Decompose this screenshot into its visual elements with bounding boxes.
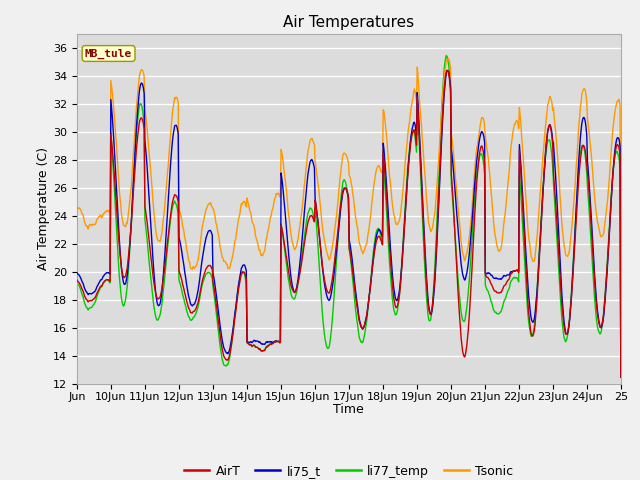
Legend: AirT, li75_t, li77_temp, Tsonic: AirT, li75_t, li77_temp, Tsonic bbox=[179, 460, 518, 480]
Y-axis label: Air Temperature (C): Air Temperature (C) bbox=[37, 147, 50, 270]
X-axis label: Time: Time bbox=[333, 403, 364, 416]
Text: MB_tule: MB_tule bbox=[85, 48, 132, 59]
Title: Air Temperatures: Air Temperatures bbox=[284, 15, 414, 30]
